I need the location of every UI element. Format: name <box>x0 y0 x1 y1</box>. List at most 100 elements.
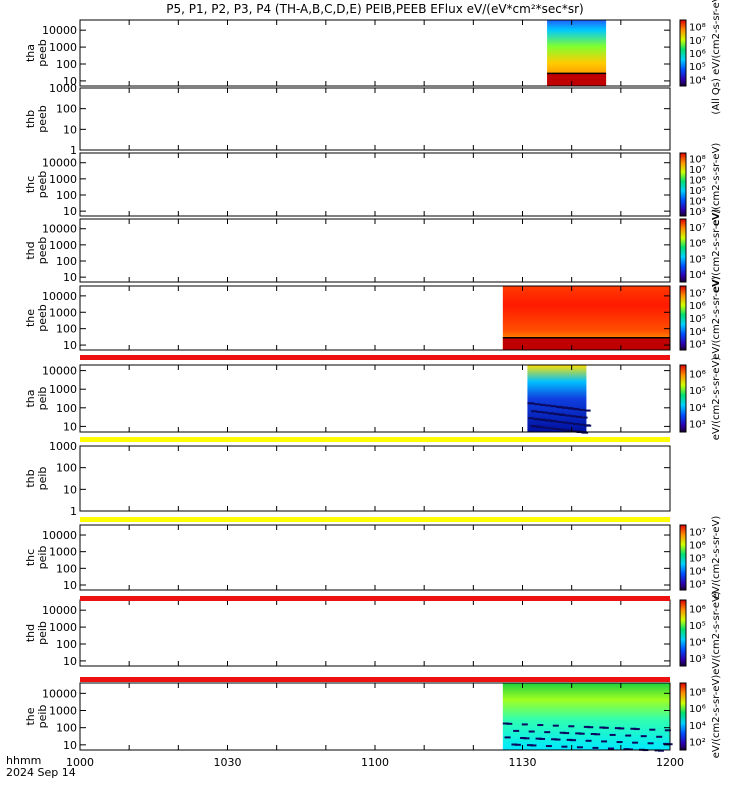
date-label: 2024 Sep 14 <box>6 766 76 779</box>
y-tick-label: 10000 <box>42 223 77 236</box>
panel-ylabel-line: the <box>24 707 37 725</box>
noise-cell <box>585 739 592 742</box>
panel-ylabel: thdpeeb <box>24 237 49 265</box>
colorbar-tick-label: 10⁴ <box>689 270 706 281</box>
noise-cell <box>657 749 664 752</box>
colorbar-tick-label: 10⁶ <box>689 175 706 186</box>
noise-cell <box>540 418 547 421</box>
noise-cell <box>618 727 625 730</box>
axes-box <box>79 445 671 512</box>
panel-ylabel-line: peeb <box>36 171 49 199</box>
noise-cell <box>649 728 656 731</box>
noise-cell <box>536 410 543 413</box>
y-tick-label: 100 <box>56 189 77 202</box>
noise-cell <box>647 742 654 745</box>
y-tick-label: 10 <box>63 420 77 433</box>
colorbar-tick-label: 10⁵ <box>689 621 706 632</box>
noise-cell <box>521 723 528 726</box>
noise-cell <box>534 403 541 406</box>
colorbar-tick-label: 10⁷ <box>689 36 706 47</box>
panel-ylabel-line: peeb <box>36 237 49 265</box>
y-tick-label: 10 <box>63 271 77 284</box>
noise-cell <box>576 746 583 749</box>
noise-cell <box>563 732 570 735</box>
colorbar-label: (All Qs) eV/(cm2-s-sr-eV) <box>711 0 722 115</box>
noise-cell <box>583 725 590 728</box>
colorbar <box>679 218 687 283</box>
colorbar-tick-label: 10³ <box>689 654 706 665</box>
noise-cell <box>557 406 564 409</box>
noise-cell <box>551 420 558 423</box>
noise-cell <box>553 427 560 430</box>
noise-cell <box>630 727 637 730</box>
noise-cell <box>537 425 544 428</box>
noise-cell <box>559 428 566 431</box>
noise-cell <box>590 733 597 736</box>
noise-cell <box>592 746 599 749</box>
colorbar-tick-label: 10⁷ <box>689 223 706 234</box>
panel-ylabel-line: peeb <box>36 105 49 133</box>
panel-ylabel-line: thc <box>24 176 37 193</box>
axes-box <box>79 152 671 217</box>
y-tick-label: 10 <box>63 483 77 496</box>
noise-cell <box>616 741 623 744</box>
colorbar-label: eV/(cm2-s-sr-eV) <box>711 675 722 759</box>
y-tick-label: 10 <box>63 579 77 592</box>
y-tick-label: 1000 <box>49 82 77 95</box>
noise-cell <box>550 405 557 408</box>
axes-box <box>79 599 671 667</box>
panel-ylabel-line: peib <box>36 705 49 729</box>
noise-cell <box>526 744 533 747</box>
noise-cell <box>570 415 577 418</box>
panel-tha-peeb: 10 100 1000 10000 thapeeb 10⁴ 10⁵ 10⁶ 10⁷ 10⁸ (All… <box>24 0 722 115</box>
colorbar-tick-label: 10⁷ <box>689 165 706 176</box>
panel-ylabel-line: tha <box>24 389 37 407</box>
panel-ylabel: thcpeib <box>24 546 49 570</box>
colorbar <box>679 152 687 217</box>
colorbar <box>679 599 687 667</box>
noise-cell <box>626 748 633 751</box>
noise-cell <box>559 413 566 416</box>
noise-cell <box>531 425 538 428</box>
noise-cell <box>575 732 582 735</box>
noise-cell <box>542 411 549 414</box>
y-tick-label: 10 <box>63 123 77 136</box>
colorbar-label: eV/(cm2-s-sr-eV) <box>711 591 722 675</box>
colorbar-tick-label: 10² <box>689 738 706 749</box>
figure-title: P5, P1, P2, P3, P4 (TH-A,B,C,D,E) PEIB,P… <box>166 2 583 16</box>
y-tick-label: 1 <box>70 144 77 157</box>
noise-cell <box>561 745 568 748</box>
colorbar <box>679 19 687 87</box>
noise-cell <box>633 728 640 731</box>
colorbar-tick-label: 10⁴ <box>689 637 706 648</box>
noise-cell <box>587 726 594 729</box>
noise-cell <box>539 403 546 406</box>
y-tick-label: 1000 <box>49 173 77 186</box>
colorbar-tick-label: 10⁶ <box>689 541 706 552</box>
panel-ylabel-line: peeb <box>36 304 49 332</box>
y-tick-label: 100 <box>56 58 77 71</box>
panel-thc-peib: 10 100 1000 10000 thcpeib 10³ 10⁴ 10⁵ 10⁶ 10⁷ eV/(… <box>24 516 722 600</box>
noise-cell <box>656 735 663 738</box>
colorbar-label: eV/(cm2-s-sr-eV) <box>711 209 722 293</box>
colorbar-tick-label: 10⁵ <box>689 314 706 325</box>
colorbar-tick-label: 10⁶ <box>689 704 706 715</box>
noise-cell <box>601 740 608 743</box>
colorbar-tick-label: 10⁷ <box>689 528 706 539</box>
panel-ylabel: thepeib <box>24 705 49 729</box>
noise-cell <box>581 416 588 419</box>
colorbar-tick-label: 10⁵ <box>689 186 706 197</box>
time-tick-label: 1130 <box>509 756 537 769</box>
noise-cell <box>625 734 632 737</box>
noise-cell <box>578 732 585 735</box>
axes-box <box>79 87 671 151</box>
time-tick-label: 1030 <box>214 756 242 769</box>
panel-ylabel-line: peib <box>36 546 49 570</box>
panel-ylabel: thdpeib <box>24 621 49 645</box>
panel-ylabel: thepeeb <box>24 304 49 332</box>
y-tick-label: 10 <box>63 205 77 218</box>
spectrogram-fill <box>502 683 670 750</box>
